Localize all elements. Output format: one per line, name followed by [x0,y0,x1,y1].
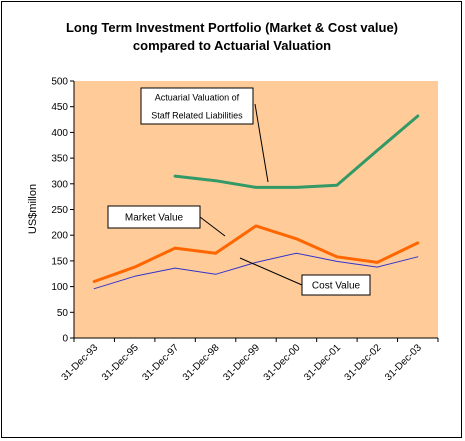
x-tick-label: 31-Dec-99 [221,342,262,383]
series-actuarial-valuation [173,114,420,189]
y-tick-label: 0 [62,334,68,345]
y-axis-label: US$millon [27,184,39,234]
x-tick-label: 31-Dec-01 [302,342,343,383]
x-tick-label: 31-Dec-98 [181,342,222,383]
annotation-box [107,205,201,229]
x-tick-label: 31-Dec-97 [140,342,181,383]
chart-title-line-1: Long Term Investment Portfolio (Market &… [66,20,398,35]
annotation-layer: Actuarial Valuation of Staff Related Liab… [107,87,371,296]
series-layer [92,114,420,290]
y-tick-label: 250 [51,205,68,216]
series-market-value [92,224,420,283]
annotation-box [140,87,254,125]
y-tick-label: 450 [51,102,68,113]
y-tick-label: 100 [51,282,68,293]
annotation-text: Market Value [125,213,184,224]
y-tick-label: 400 [51,128,68,139]
x-tick-label: 31-Dec-95 [100,342,141,383]
y-tick-label: 500 [51,77,68,88]
annotation-actuarial-valuation: Actuarial Valuation of Staff Related Liab… [140,87,269,183]
annotation-box [301,274,371,296]
y-tick-label: 200 [51,231,68,242]
y-tick-label: 350 [51,154,68,165]
series-cost-value [93,252,419,290]
x-tick-label: 31-Dec-00 [262,342,303,383]
y-axis-ticks: 0 50 100 150 200 250 300 350 400 450 500 [51,77,74,345]
annotation-leader-line [254,103,269,183]
y-tick-label: 150 [51,256,68,267]
annotation-text: Staff Related Liabilities [151,111,243,121]
annotation-text: Cost Value [312,281,361,292]
annotation-leader-line [199,216,226,237]
chart-title-line-2: compared to Actuarial Valuation [133,38,331,53]
x-tick-label: 31-Dec-03 [383,342,424,383]
x-tick-label: 31-Dec-02 [343,342,384,383]
y-tick-label: 300 [51,179,68,190]
annotation-cost-value: Cost Value [239,257,371,296]
annotation-market-value: Market Value [107,205,226,237]
x-tick-label: 31-Dec-93 [60,342,101,383]
x-axis-ticks: 31-Dec-93 31-Dec-95 31-Dec-97 31-Dec-98 31-D… [60,338,439,383]
y-tick-label: 50 [57,308,69,319]
annotation-text: Actuarial Valuation of [155,93,240,103]
annotation-leader-line [239,257,303,286]
